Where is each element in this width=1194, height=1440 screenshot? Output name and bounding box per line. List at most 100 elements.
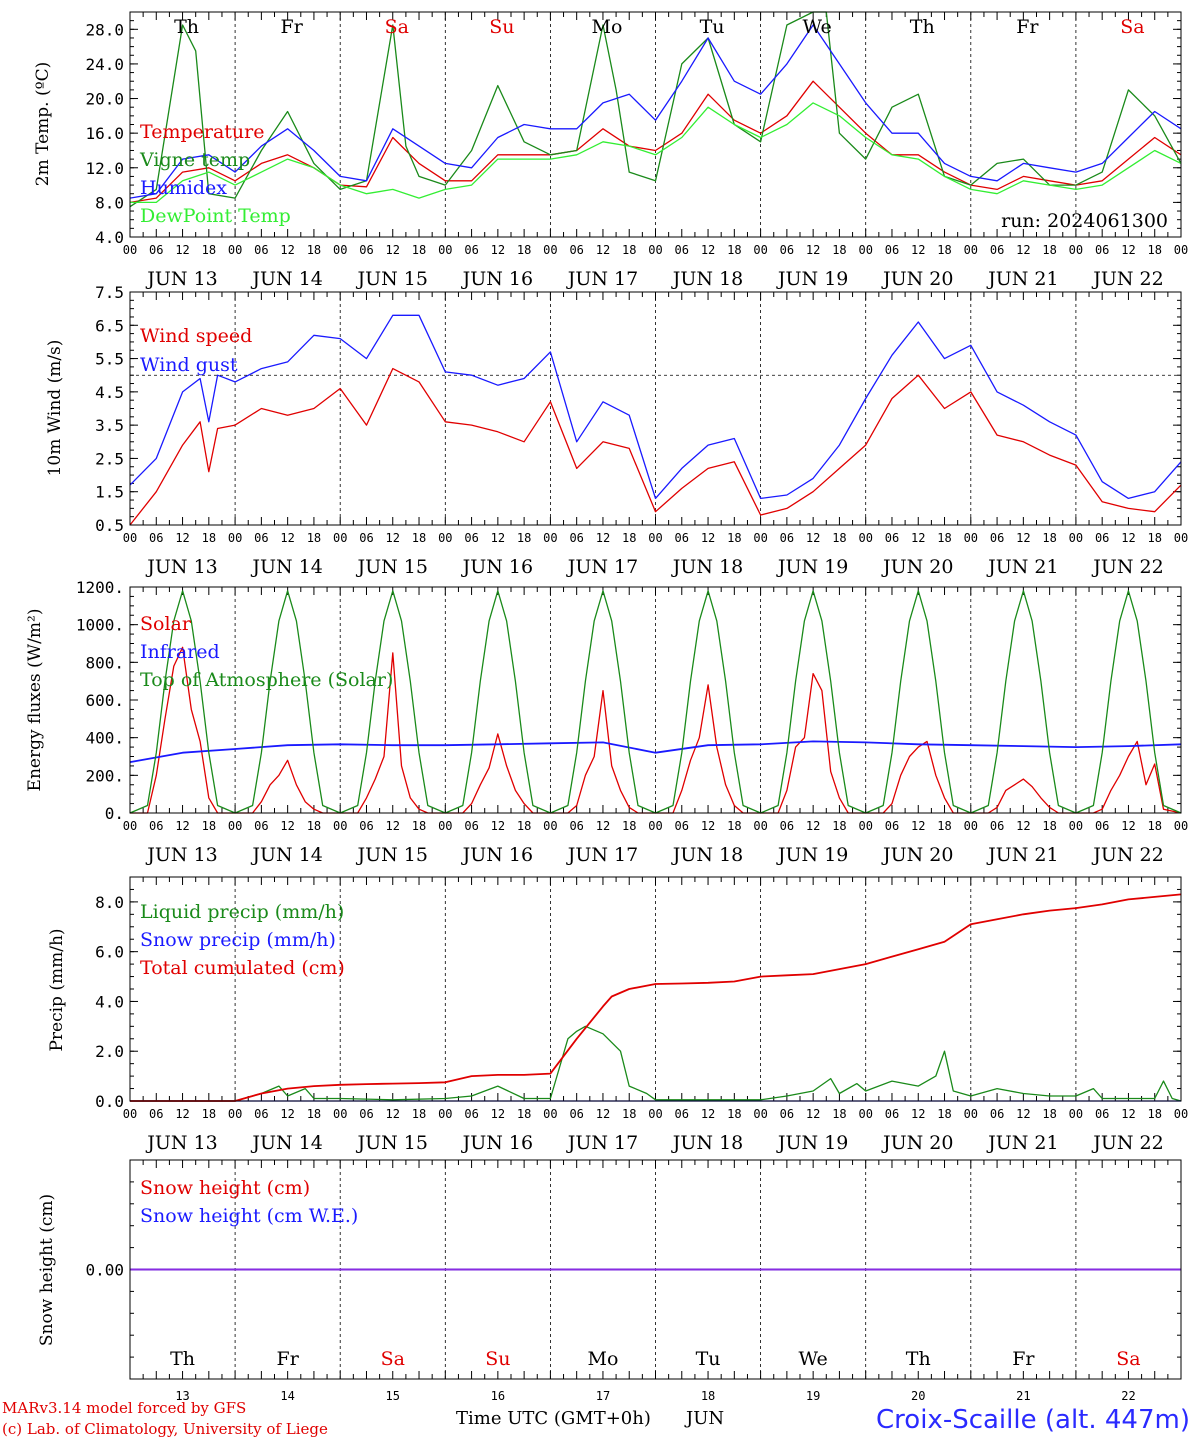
hour-label: 06 [359,819,373,833]
day-number: 22 [1121,1389,1135,1403]
hour-label: 12 [596,531,610,545]
hour-label: 00 [123,1107,137,1121]
day-name: Mo [591,16,622,38]
plot-frame [129,586,1182,814]
hour-label: 06 [254,531,268,545]
hour-label: 00 [228,243,242,257]
hour-label: 06 [1095,531,1109,545]
legend-entry: Solar [140,613,192,635]
hour-label: 12 [491,819,505,833]
hour-label: 12 [280,531,294,545]
date-label: JUN 15 [356,268,428,290]
x-axis-title: Time UTC (GMT+0h) [456,1408,651,1429]
hour-label: 12 [280,1107,294,1121]
hour-label: 00 [964,531,978,545]
day-name: Sa [385,16,409,38]
date-label: JUN 21 [986,844,1058,866]
hour-label: 12 [280,243,294,257]
y-tick-label: 3.5 [95,416,124,435]
hour-label: 18 [1147,819,1161,833]
hour-label: 12 [1016,243,1030,257]
day-name: Sa [381,1348,405,1370]
hour-label: 18 [1042,531,1056,545]
hour-label: 00 [858,1107,872,1121]
hour-label: 18 [412,1107,426,1121]
hour-label: 00 [1069,819,1083,833]
date-label: JUN 13 [145,844,217,866]
y-tick-label: 4.5 [95,383,124,402]
hour-label: 18 [517,819,531,833]
hour-label: 00 [648,243,662,257]
hour-label: 06 [464,1107,478,1121]
series-line-3 [130,893,1182,1102]
station-name: Croix-Scaille (alt. 447m) [876,1405,1190,1435]
y-axis-label: 10m Wind (m/s) [45,340,65,477]
y-tick-label: 1000. [76,616,124,635]
hour-label: 00 [438,243,452,257]
hour-label: 00 [648,819,662,833]
series-line-2 [129,314,1182,500]
hour-label: 18 [727,243,741,257]
hour-label: 00 [543,1107,557,1121]
y-tick-label: 8.0 [95,193,124,212]
hour-label: 12 [1121,531,1135,545]
panel-2: 0.5 1.5 2.5 3.5 4.5 5.5 6.5 7.5 10m Wind (m/s) Wi… [45,283,1188,578]
hour-label: 00 [1174,243,1188,257]
hour-label: 18 [937,1107,951,1121]
hour-label: 00 [753,1107,767,1121]
hour-label: 00 [228,1107,242,1121]
hour-label: 06 [885,243,899,257]
hour-label: 06 [1095,819,1109,833]
date-label: JUN 21 [986,1132,1058,1154]
plot-frame [129,291,1182,526]
hour-label: 12 [175,531,189,545]
panel-3: 0. 200. 400. 600. 800. 1000. 1200. Energy fluxe… [25,578,1188,866]
date-label: JUN 21 [986,556,1058,578]
hour-label: 12 [175,819,189,833]
legend-entry: Snow height (cm W.E.) [140,1205,358,1227]
hour-label: 18 [517,1107,531,1121]
hour-label: 00 [858,531,872,545]
legend-entry: Wind gust [140,354,238,376]
hour-label: 18 [622,1107,636,1121]
hour-label: 18 [202,243,216,257]
hour-label: 06 [780,819,794,833]
hour-label: 06 [569,1107,583,1121]
hour-label: 18 [937,531,951,545]
hour-label: 00 [964,243,978,257]
hour-label: 00 [438,819,452,833]
hour-label: 06 [149,819,163,833]
hour-label: 18 [1042,1107,1056,1121]
series-line-4 [130,102,1182,204]
day-name: Sa [1116,1348,1140,1370]
day-number: 20 [911,1389,925,1403]
hour-label: 18 [832,243,846,257]
hour-label: 06 [1095,243,1109,257]
day-name: Fr [281,16,304,38]
y-tick-label: 1200. [76,578,124,597]
day-name: Tu [700,16,725,38]
hour-label: 18 [307,819,321,833]
hour-label: 12 [1121,243,1135,257]
hour-label: 18 [307,1107,321,1121]
date-label: JUN 17 [566,556,638,578]
hour-label: 18 [832,531,846,545]
hour-label: 18 [622,819,636,833]
day-number: 21 [1016,1389,1030,1403]
hour-label: 06 [254,1107,268,1121]
day-name: Su [489,16,514,38]
hour-label: 12 [806,1107,820,1121]
date-label: JUN 22 [1091,556,1163,578]
date-label: JUN 15 [356,1132,428,1154]
date-label: JUN 13 [145,268,217,290]
day-number: 18 [701,1389,715,1403]
hour-label: 06 [359,531,373,545]
hour-label: 12 [491,531,505,545]
legend-entry: Total cumulated (cm) [140,957,345,979]
y-tick-label: 16.0 [85,124,124,143]
hour-label: 12 [701,531,715,545]
panel-4: 0.0 2.0 4.0 6.0 8.0 Precip (mm/h) Liquid preci… [47,876,1188,1154]
hour-label: 12 [491,1107,505,1121]
hour-label: 12 [386,819,400,833]
